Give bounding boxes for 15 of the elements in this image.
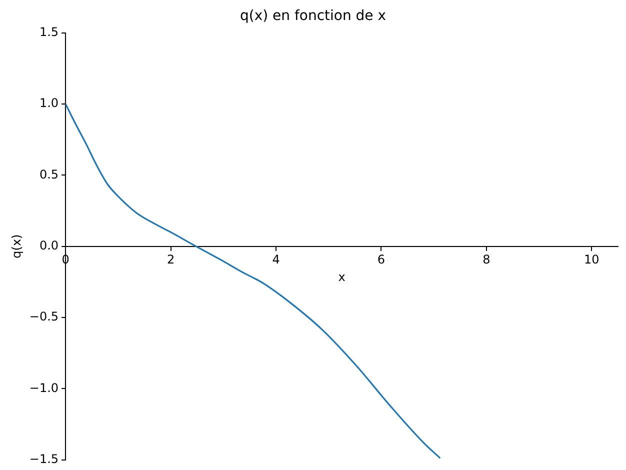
- y-tick-label: −1.0: [29, 380, 59, 395]
- y-tick-label: −1.5: [29, 452, 59, 466]
- chart-title: q(x) en fonction de x: [240, 8, 386, 24]
- y-tick-label: 0.0: [39, 238, 59, 252]
- y-tick-label: 1.0: [39, 96, 59, 110]
- y-tick-label: −0.5: [29, 310, 59, 324]
- y-tick-label: 0.5: [39, 167, 59, 182]
- y-tick-label: 1.5: [39, 24, 59, 39]
- x-axis-title: x: [338, 270, 346, 284]
- x-tick-label: 10: [584, 252, 600, 267]
- y-axis-title: q(x): [9, 234, 24, 258]
- x-tick-label: 2: [166, 252, 175, 267]
- x-tick-label: 4: [272, 252, 280, 267]
- x-tick-label: 6: [377, 252, 386, 267]
- x-tick-label: 8: [482, 252, 490, 267]
